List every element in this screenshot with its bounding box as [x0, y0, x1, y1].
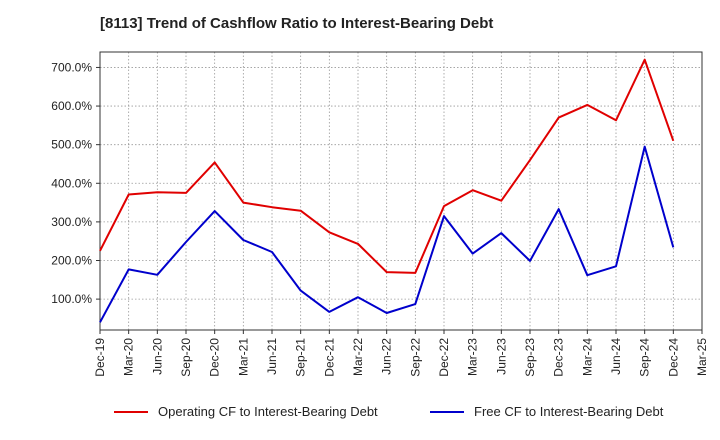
- legend-item-operating-cf: Operating CF to Interest-Bearing Debt: [114, 404, 378, 419]
- x-tick-label: Dec-22: [437, 338, 451, 377]
- legend-label-operating-cf: Operating CF to Interest-Bearing Debt: [158, 404, 378, 419]
- x-tick-label: Jun-21: [265, 338, 279, 375]
- tick-labels: 100.0% 200.0% 300.0% 400.0% 500.0% 600.0% 700.…: [51, 60, 709, 376]
- legend-item-free-cf: Free CF to Interest-Bearing Debt: [430, 404, 663, 419]
- chart-title: [8113] Trend of Cashflow Ratio to Intere…: [100, 15, 494, 32]
- axes: [96, 51, 703, 334]
- plot-frame: [99, 51, 703, 331]
- y-tick-label: 200.0%: [51, 254, 92, 268]
- x-tick-label: Mar-23: [466, 338, 480, 376]
- series-line-free-cf: [99, 145, 675, 323]
- series-line-operating-cf: [99, 58, 675, 274]
- x-tick-label: Sep-23: [523, 338, 537, 377]
- x-tick-label: Dec-19: [93, 338, 107, 377]
- x-tick-label: Dec-23: [552, 338, 566, 377]
- y-tick-label: 500.0%: [51, 138, 92, 152]
- legend-swatch-free-cf: [430, 410, 464, 413]
- x-tick-label: Mar-25: [695, 338, 709, 376]
- x-tick-label: Sep-20: [179, 338, 193, 377]
- y-tick-label: 300.0%: [51, 215, 92, 229]
- legend: Operating CF to Interest-Bearing Debt Fr…: [0, 404, 720, 426]
- x-tick-label: Dec-24: [666, 338, 680, 377]
- x-tick-label: Dec-20: [208, 338, 222, 377]
- x-tick-label: Dec-21: [322, 338, 336, 377]
- x-tick-label: Mar-21: [236, 338, 250, 376]
- x-tick-label: Jun-23: [494, 338, 508, 375]
- y-tick-label: 400.0%: [51, 176, 92, 190]
- legend-swatch-operating-cf: [114, 410, 148, 413]
- x-tick-label: Mar-22: [351, 338, 365, 376]
- line-chart: 100.0% 200.0% 300.0% 400.0% 500.0% 600.0% 700.…: [51, 51, 709, 377]
- y-tick-label: 700.0%: [51, 60, 92, 74]
- x-tick-label: Sep-21: [294, 338, 308, 377]
- x-tick-label: Sep-24: [638, 338, 652, 377]
- series-group: [99, 58, 675, 323]
- x-tick-label: Jun-24: [609, 338, 623, 375]
- y-tick-label: 100.0%: [51, 292, 92, 306]
- x-tick-label: Jun-22: [380, 338, 394, 375]
- x-tick-label: Sep-22: [408, 338, 422, 377]
- y-tick-label: 600.0%: [51, 99, 92, 113]
- x-tick-label: Mar-20: [122, 338, 136, 376]
- x-tick-label: Jun-20: [150, 338, 164, 375]
- legend-label-free-cf: Free CF to Interest-Bearing Debt: [474, 404, 664, 419]
- grid: [99, 52, 703, 330]
- x-tick-label: Mar-24: [580, 338, 594, 376]
